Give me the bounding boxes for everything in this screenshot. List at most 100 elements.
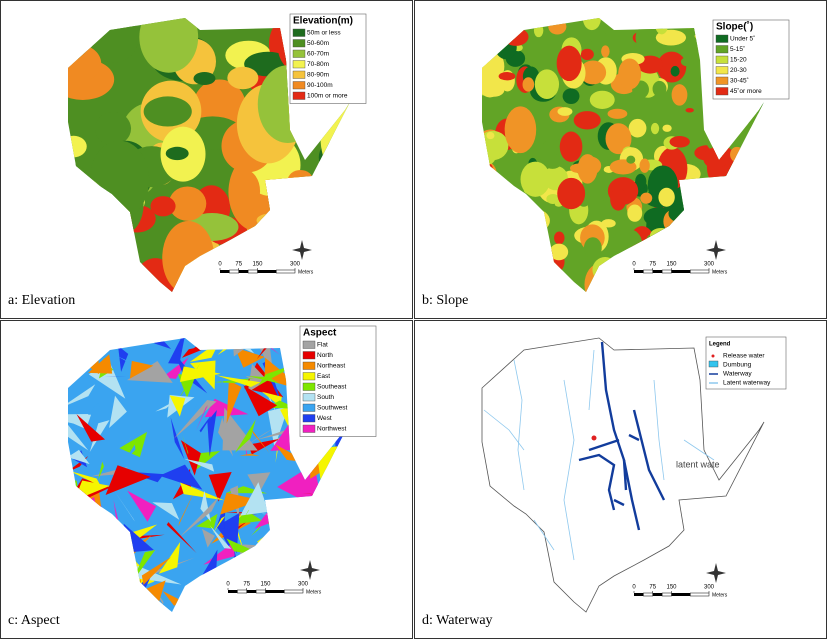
aspect-facet xyxy=(255,593,270,610)
map-zone xyxy=(676,280,688,298)
map-zone xyxy=(651,123,659,134)
map-zone xyxy=(477,62,503,97)
aspect-facet xyxy=(68,570,95,584)
map-zone xyxy=(570,164,589,174)
map-zone xyxy=(64,198,103,239)
map-zone xyxy=(690,201,702,211)
map-zone xyxy=(518,209,550,233)
scale-segment xyxy=(237,590,246,593)
scale-label: 300 xyxy=(704,585,715,591)
map-zone xyxy=(550,244,569,261)
map-zone xyxy=(92,193,114,223)
aspect-facet xyxy=(64,543,79,559)
legend-label: Northwest xyxy=(317,426,346,433)
aspect-facet xyxy=(335,441,360,480)
caption: c: Aspect xyxy=(8,613,60,628)
map-zone xyxy=(612,229,642,257)
legend-label: 30-45˚ xyxy=(730,77,749,85)
map-zone xyxy=(495,36,517,60)
legend-title: Aspect xyxy=(303,328,337,339)
map-zone xyxy=(608,109,628,119)
scale-segment xyxy=(634,593,643,596)
legend-label: Latent waterway xyxy=(723,380,771,387)
map-zone xyxy=(516,286,530,301)
map-zone xyxy=(503,28,528,46)
map-zone xyxy=(658,230,671,244)
map-zone xyxy=(535,69,559,99)
map-zone xyxy=(696,20,708,29)
aspect-facet xyxy=(88,557,113,585)
legend-swatch xyxy=(303,373,315,381)
map-zone xyxy=(646,235,657,251)
map-zone xyxy=(745,170,758,179)
aspect-facet xyxy=(121,591,142,626)
map-zone xyxy=(601,45,609,57)
legend-swatch xyxy=(716,56,728,64)
map-zone xyxy=(523,77,535,91)
scale-segment xyxy=(672,270,691,273)
legend-label: South xyxy=(317,394,334,401)
north-arrow xyxy=(292,240,312,260)
aspect-facet xyxy=(323,500,345,520)
map-zone xyxy=(730,147,744,162)
map-zone xyxy=(548,19,566,35)
map-zone xyxy=(727,214,748,225)
map-zone xyxy=(563,88,580,104)
map-zone xyxy=(46,192,98,265)
map-zone xyxy=(322,247,354,269)
scale-segment xyxy=(690,270,709,273)
map-zone xyxy=(726,242,743,266)
scale-segment xyxy=(653,593,662,596)
aspect-facet xyxy=(281,537,319,554)
scale-segment xyxy=(662,270,671,273)
aspect-facet xyxy=(66,582,89,614)
map-zone xyxy=(754,135,775,162)
map-zone xyxy=(574,111,601,129)
aspect-facet xyxy=(335,488,356,520)
map-zone xyxy=(730,186,761,222)
scale-segment xyxy=(220,270,229,273)
legend-swatch xyxy=(293,61,305,69)
map-zone xyxy=(583,7,601,30)
map-zone xyxy=(288,268,342,317)
aspect-facet xyxy=(69,551,99,581)
scale-segment xyxy=(248,270,257,273)
map-zone xyxy=(702,277,724,306)
map-zone xyxy=(717,225,743,264)
scale-segment xyxy=(276,270,295,273)
scale-label: 75 xyxy=(649,262,656,268)
legend-box xyxy=(290,14,366,104)
caption: d: Waterway xyxy=(422,613,493,628)
map-zone xyxy=(50,255,79,291)
aspect-facet xyxy=(46,555,60,585)
map-zone xyxy=(517,233,549,266)
map-zone xyxy=(590,91,615,109)
map-zone xyxy=(480,242,494,258)
legend-swatch xyxy=(293,50,305,58)
scale-label: 75 xyxy=(649,585,656,591)
scale-label: 75 xyxy=(235,262,242,268)
legend-label: 100m or more xyxy=(307,93,348,100)
map-zone xyxy=(468,268,493,304)
aspect-facet xyxy=(135,607,146,619)
scale-label: 150 xyxy=(252,262,263,268)
aspect-facet xyxy=(90,559,122,586)
map-zone xyxy=(705,9,723,21)
map-zone xyxy=(716,249,732,267)
legend-swatch xyxy=(303,425,315,433)
aspect-facet xyxy=(212,603,226,613)
map-zone xyxy=(662,125,671,132)
map-zone xyxy=(554,232,564,245)
legend-label: Southeast xyxy=(317,384,346,391)
map-zone xyxy=(725,259,753,300)
map-zone xyxy=(499,27,510,35)
map-zone xyxy=(525,240,537,246)
north-arrow xyxy=(706,563,726,583)
aspect-facet xyxy=(337,538,358,550)
map-zone xyxy=(715,194,731,208)
map-zone xyxy=(496,231,526,258)
aspect-facet xyxy=(49,569,86,592)
legend-swatch xyxy=(709,361,718,367)
